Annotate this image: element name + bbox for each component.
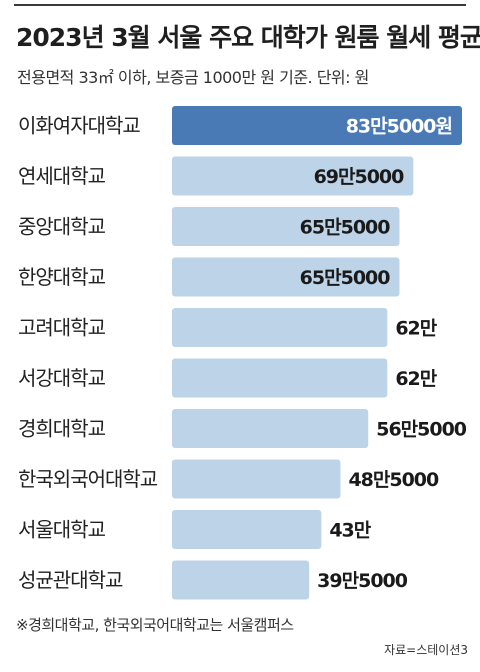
chart-title: 2023년 3월 서울 주요 대학가 원룸 월세 평균 — [16, 23, 480, 52]
value-label: 62만 — [395, 318, 437, 340]
bar — [172, 510, 322, 549]
value-label: 65만5000 — [300, 267, 391, 289]
value-label: 48만5000 — [348, 469, 439, 491]
chart-subtitle: 전용면적 33㎡ 이하, 보증금 1000만 원 기준. 단위: 원 — [17, 68, 369, 87]
value-label: 39만5000 — [317, 570, 408, 592]
category-label: 고려대학교 — [18, 316, 106, 340]
value-label: 69만5000 — [314, 166, 405, 188]
bar — [172, 459, 341, 499]
category-label: 서강대학교 — [18, 366, 106, 390]
bar — [172, 409, 369, 448]
category-label: 이화여자대학교 — [18, 114, 140, 138]
bar — [172, 156, 414, 196]
bar — [172, 560, 310, 600]
category-label: 연세대학교 — [18, 164, 106, 188]
category-label: 성균관대학교 — [18, 568, 123, 592]
category-label: 중앙대학교 — [18, 215, 106, 239]
bar — [172, 257, 400, 297]
category-label: 경희대학교 — [18, 417, 106, 441]
source-credit: 자료=스테이션3 — [384, 643, 468, 657]
value-label: 83만5000원 — [346, 116, 452, 138]
bar — [172, 358, 388, 398]
category-label: 한양대학교 — [18, 265, 106, 289]
value-label: 43만 — [329, 520, 371, 542]
value-label: 56만5000 — [376, 419, 467, 441]
value-label: 62만 — [395, 368, 437, 390]
value-label: 65만5000 — [300, 217, 391, 239]
bar — [172, 207, 400, 246]
category-label: 한국외국어대학교 — [18, 467, 158, 491]
category-label: 서울대학교 — [18, 518, 106, 542]
bar — [172, 308, 388, 347]
bar — [172, 106, 462, 145]
top-rule — [14, 4, 466, 6]
footnote: ※경희대학교, 한국외국어대학교는 서울캠퍼스 — [16, 616, 294, 634]
